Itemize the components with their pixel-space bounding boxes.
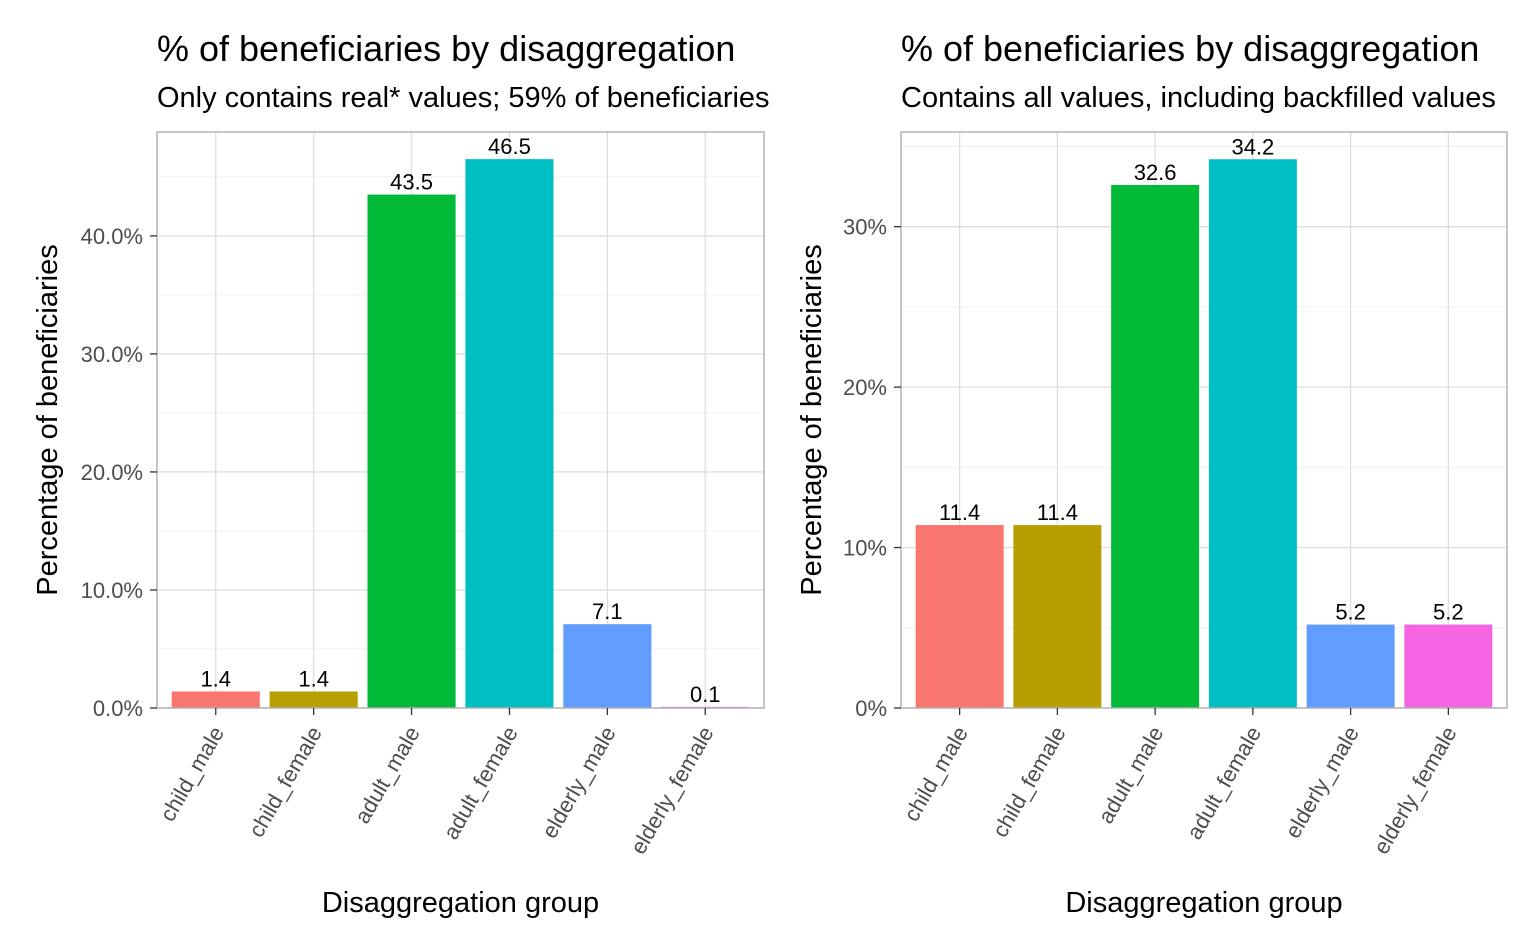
x-tick-label: adult_male: [1093, 722, 1168, 828]
chart-panel-right: % of beneficiaries by disaggregation Con…: [780, 0, 1540, 951]
x-tick-label: child_female: [244, 722, 327, 841]
x-tick-label: child_male: [155, 722, 229, 826]
chart-subtitle: Only contains real* values; 59% of benef…: [157, 82, 770, 114]
y-tick-label: 10.0%: [81, 578, 143, 603]
x-tick-label: elderly_female: [625, 722, 718, 858]
data-label: 11.4: [939, 500, 980, 525]
y-tick-label: 0%: [855, 696, 887, 721]
data-label: 1.4: [298, 666, 329, 691]
x-tick-label: adult_male: [349, 722, 424, 828]
bar-adult-female: [465, 159, 554, 709]
y-tick-label: 0.0%: [93, 696, 143, 721]
bar-child-female: [1013, 525, 1102, 708]
data-label: 32.6: [1134, 160, 1177, 185]
bar-adult-male: [367, 194, 456, 708]
data-label: 43.5: [390, 170, 433, 195]
x-tick-label: child_male: [899, 722, 973, 826]
data-label: 0.1: [690, 682, 721, 707]
bar-child-female: [269, 691, 358, 708]
x-tick-label: adult_female: [438, 722, 523, 844]
x-tick-label: elderly_male: [537, 722, 621, 843]
x-tick-label: elderly_female: [1368, 722, 1461, 858]
y-tick-label: 10%: [843, 536, 887, 561]
bar-child-male: [915, 525, 1004, 708]
bar-elderly-male: [1306, 624, 1395, 708]
y-axis-title: Percentage of beneficiaries: [796, 244, 828, 595]
bar-elderly-female: [1404, 624, 1493, 708]
data-label: 46.5: [488, 134, 531, 159]
x-axis-title: Disaggregation group: [1065, 887, 1342, 919]
chart-title: % of beneficiaries by disaggregation: [901, 28, 1480, 69]
data-label: 34.2: [1231, 134, 1274, 159]
x-tick-label: child_female: [987, 722, 1070, 841]
data-label: 5.2: [1335, 600, 1366, 625]
bar-chart-right: 11.4 11.4 32.6 34.2 5.2 5.2 0% 10% 20% 30% child_m…: [796, 131, 1508, 919]
chart-panel-left: % of beneficiaries by disaggregation Onl…: [32, 28, 770, 919]
y-axis-title: Percentage of beneficiaries: [32, 244, 64, 595]
y-tick-label: 20.0%: [81, 460, 143, 485]
x-axis-title: Disaggregation group: [322, 887, 599, 919]
x-tick-label: elderly_male: [1280, 722, 1364, 843]
data-label: 7.1: [592, 599, 623, 624]
data-label: 11.4: [1037, 500, 1078, 525]
data-label: 1.4: [200, 666, 231, 691]
plot-border: [900, 131, 1508, 709]
chart-subtitle: Contains all values, including backfille…: [901, 82, 1496, 114]
bar-adult-female: [1208, 159, 1297, 709]
bar-child-male: [171, 691, 260, 708]
y-tick-label: 40.0%: [81, 224, 143, 249]
plot-border: [156, 131, 765, 709]
chart-title: % of beneficiaries by disaggregation: [157, 28, 736, 69]
data-label: 5.2: [1433, 600, 1464, 625]
y-tick-label: 30%: [843, 215, 887, 240]
bar-chart-left: 1.4 1.4 43.5 46.5 7.1 0.1 0.0% 10.0% 20.0% 30.0% 4…: [32, 131, 765, 919]
bar-adult-male: [1111, 184, 1200, 708]
y-tick-label: 30.0%: [81, 342, 143, 367]
bar-elderly-male: [563, 624, 652, 708]
x-tick-label: adult_female: [1182, 722, 1267, 844]
y-tick-label: 20%: [843, 375, 887, 400]
